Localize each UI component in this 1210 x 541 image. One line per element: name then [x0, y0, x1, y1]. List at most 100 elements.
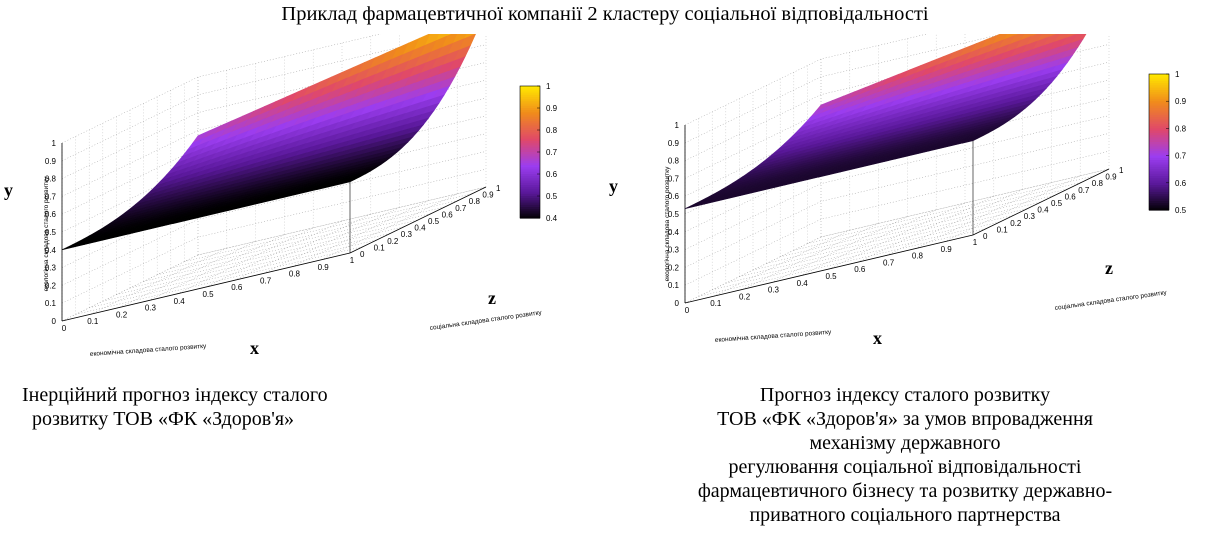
colorbar-segment — [1149, 180, 1169, 184]
colorbar-segment — [1149, 76, 1169, 80]
x-tick-label: 0.4 — [174, 297, 186, 306]
colorbar-segment — [1149, 117, 1169, 120]
x-tick-label: 0.6 — [231, 283, 243, 292]
x-axis-name: x — [250, 338, 259, 358]
colorbar-segment — [1149, 169, 1169, 173]
colorbar-segment — [1149, 132, 1169, 136]
colorbar-segment — [1149, 178, 1169, 182]
colorbar-tick-label: 0.6 — [1175, 179, 1187, 188]
y-tick-label: 1 — [52, 139, 57, 148]
x-tick-label: 0.3 — [145, 304, 157, 313]
colorbar-segment — [1149, 166, 1169, 170]
z-tick-label: 1 — [1119, 166, 1124, 175]
x-tick-label: 0.9 — [941, 245, 953, 254]
colorbar-segment — [520, 154, 540, 157]
y-axis-name: y — [609, 176, 618, 196]
wall-grid-line — [684, 168, 1110, 304]
z-axis-name: z — [1105, 258, 1113, 278]
x-axis-line — [61, 252, 351, 322]
colorbar-segment — [1149, 146, 1169, 150]
y-tick-label: 0.1 — [668, 281, 680, 290]
z-tick-label: 0.2 — [1010, 219, 1022, 228]
floor-grid-line — [157, 206, 446, 276]
colorbar-segment — [1149, 153, 1169, 157]
colorbar-segment — [520, 163, 540, 166]
colorbar-segment — [1149, 74, 1169, 77]
y-tick-label: 0.2 — [45, 281, 57, 290]
colorbar-segment — [520, 152, 540, 155]
x-tick-label: 0.1 — [710, 299, 722, 308]
z-tick-label: 0 — [360, 250, 365, 259]
colorbar-segment — [1149, 139, 1169, 143]
z-axis-line — [972, 168, 1110, 236]
z-tick-label: 0.8 — [1092, 179, 1104, 188]
z-tick-label: 0.4 — [414, 224, 426, 233]
colorbar-segment — [1149, 87, 1169, 91]
colorbar-segment — [520, 193, 540, 197]
colorbar-segment — [1149, 144, 1169, 148]
colorbar-tick-label: 1 — [1175, 70, 1180, 79]
y-tick-label: 1 — [675, 121, 680, 130]
z-axis-label: соціальна складова сталого розвитку — [1054, 288, 1168, 312]
colorbar-segment — [520, 185, 540, 188]
colorbar-segment — [1149, 191, 1169, 195]
colorbar-segment — [1149, 110, 1169, 114]
y-tick-label: 0.8 — [668, 157, 680, 166]
colorbar-segment — [520, 110, 540, 113]
caption-line: ТОВ «ФК «Здоров'я» за умов впровадження — [717, 408, 1093, 430]
colorbar-segment — [520, 165, 540, 168]
colorbar-segment — [520, 145, 540, 149]
colorbar-segment — [520, 196, 540, 199]
colorbar-segment — [1149, 182, 1169, 186]
colorbar-segment — [520, 116, 540, 120]
colorbar-segment — [520, 211, 540, 215]
colorbar-segment — [1149, 176, 1169, 179]
y-tick-label: 0.7 — [45, 192, 57, 201]
caption-line: розвитку ТОВ «ФК «Здоров'я» — [32, 408, 295, 430]
colorbar-frame — [1148, 73, 1170, 211]
colorbar-segment — [520, 86, 540, 89]
colorbar-segment — [1149, 137, 1169, 141]
colorbar-segment — [1149, 148, 1169, 152]
floor-grid-line — [263, 207, 400, 274]
colorbar-segment — [520, 138, 540, 142]
colorbar-segment — [520, 88, 540, 91]
wall-grid-line — [684, 150, 1110, 286]
surface-patch — [338, 178, 356, 185]
floor-grid-line — [742, 223, 879, 290]
colorbar-segment — [520, 101, 540, 105]
x-tick-label: 0.6 — [854, 265, 866, 274]
z-tick-label: 0.2 — [387, 237, 399, 246]
y-tick-label: 0 — [52, 317, 57, 326]
surface-patch — [684, 203, 702, 209]
colorbar-segment — [1149, 98, 1169, 102]
colorbar-segment — [520, 147, 540, 151]
z-tick-label: 0.5 — [1051, 199, 1063, 208]
colorbar-segment — [520, 130, 540, 133]
colorbar-segment — [520, 134, 540, 138]
caption-line: Прогноз індексу сталого розвитку — [759, 384, 1051, 406]
wall-grid-line — [684, 133, 1110, 268]
colorbar-segment — [1149, 185, 1169, 188]
colorbar-segment — [520, 112, 540, 116]
surface-chart-regulated: 0 0.1 0.2 0.3 0.4 0.5 0.6 0.7 0.8 0.9 1 0 0.1 0.2 0.3 0… — [605, 34, 1205, 374]
x-tick-label: 0.7 — [260, 276, 272, 285]
floor-grid-line — [793, 181, 1082, 251]
floor-grid-line — [321, 193, 458, 261]
x-tick-label: 0 — [685, 306, 690, 315]
floor-grid-line — [129, 219, 419, 289]
colorbar-segment — [1149, 112, 1169, 116]
floor-grid-line — [752, 201, 1042, 271]
y-tick-label: 0.6 — [45, 210, 57, 219]
colorbar-segment — [520, 136, 540, 140]
y-tick-label: 0.6 — [668, 192, 680, 201]
x-tick-label: 0.8 — [912, 252, 924, 261]
y-tick-label: 0.2 — [668, 263, 680, 272]
colorbar-segment — [1149, 207, 1169, 211]
z-tick-label: 0.3 — [401, 230, 413, 239]
colorbar-segment — [520, 169, 540, 173]
colorbar-tick-label: 0.9 — [546, 104, 558, 113]
colorbar-segment — [1149, 126, 1169, 129]
colorbar-tick-label: 0.4 — [546, 214, 558, 223]
z-tick-label: 0.8 — [469, 197, 481, 206]
